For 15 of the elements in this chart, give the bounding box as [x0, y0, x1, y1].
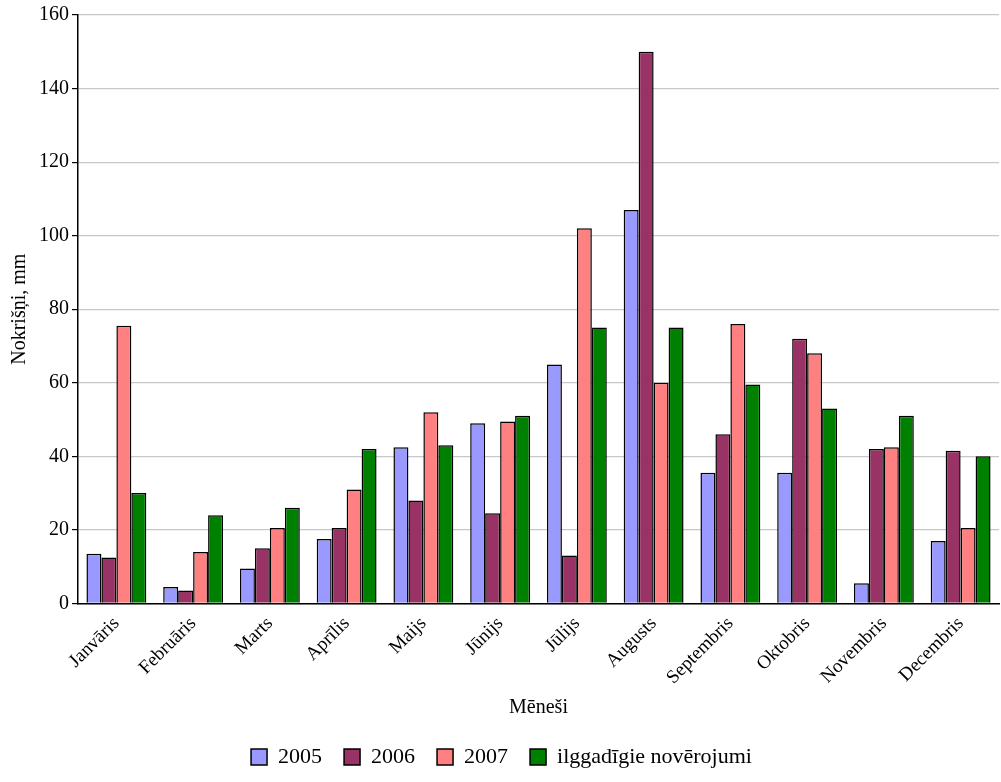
y-tick-label: 120: [39, 149, 69, 172]
legend-label: ilggadīgie novērojumi: [557, 742, 752, 768]
y-tick-label: 160: [39, 2, 69, 25]
y-tick-label: 0: [59, 590, 69, 613]
y-tick-label: 140: [39, 75, 69, 98]
x-axis-title: Mēneši: [509, 695, 569, 718]
y-tick-label: 100: [39, 222, 69, 245]
legend-label: 2005: [278, 742, 323, 768]
y-tick-label: 60: [49, 370, 69, 393]
y-axis-title: Nokrišņi, mm: [7, 253, 31, 365]
y-tick-label: 80: [49, 296, 69, 319]
y-tick-label: 40: [49, 443, 69, 466]
legend-label: 2007: [464, 742, 509, 768]
legend-label: 2006: [371, 742, 416, 768]
y-tick-label: 20: [49, 517, 69, 540]
